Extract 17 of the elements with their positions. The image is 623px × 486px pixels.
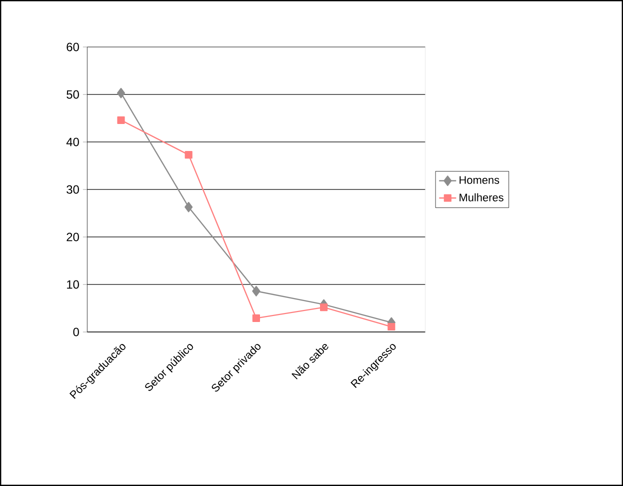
point [117,116,125,124]
point [184,151,192,159]
y-tick-label: 40 [66,138,79,146]
legend-label: Homens [460,176,500,184]
y-tick-label: 0 [73,328,79,336]
point [184,202,193,212]
y-tick-label: 30 [66,185,79,194]
y-tick-label: 50 [66,90,79,99]
y-tick-label: 60 [66,42,79,52]
point [388,322,396,331]
point [320,303,328,312]
point [252,314,260,322]
point [116,88,126,98]
y-tick-label: 20 [66,232,79,242]
y-tick-label: 10 [67,280,79,289]
point [252,286,260,296]
legend-label: Mulheres [460,193,504,202]
